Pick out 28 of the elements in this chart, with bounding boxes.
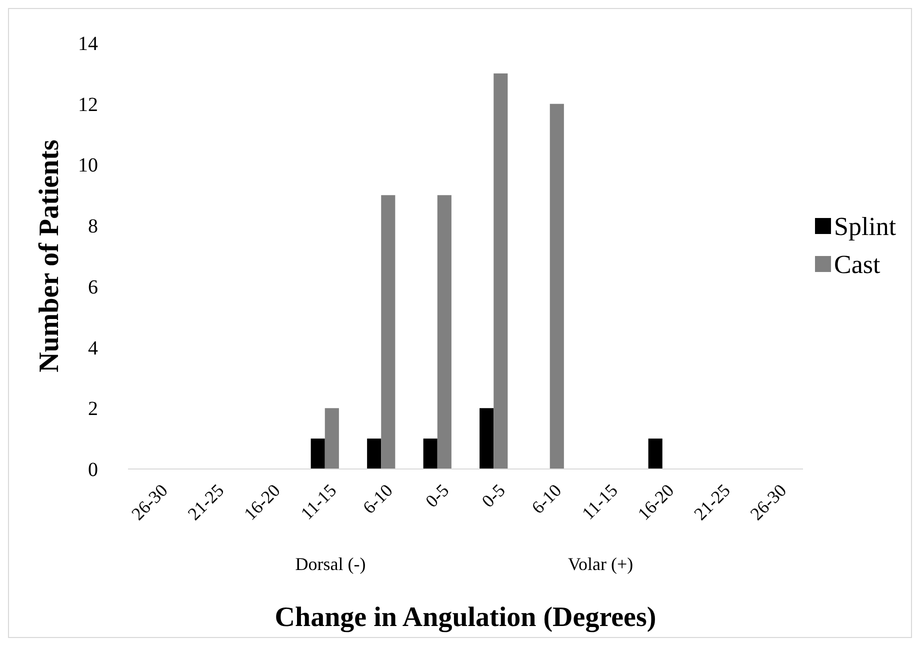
x-axis-title: Change in Angulation (Degrees) xyxy=(274,602,656,633)
y-axis-title: Number of Patients xyxy=(34,140,65,372)
y-tick-label: 4 xyxy=(88,337,98,360)
legend-label: Cast xyxy=(834,250,881,280)
legend-label: Splint xyxy=(834,212,897,242)
text: Dorsal (-) xyxy=(295,554,366,574)
y-tick-label: 12 xyxy=(78,94,98,116)
bar xyxy=(423,438,438,469)
y-tick-label: 10 xyxy=(78,154,98,177)
bar xyxy=(648,438,662,469)
x-tick-label: 6-10 xyxy=(528,480,566,518)
bar xyxy=(381,195,396,469)
x-tick-label: 0-5 xyxy=(422,480,453,512)
y-tick-label: 2 xyxy=(88,398,98,420)
text: Volar (+) xyxy=(568,554,634,574)
bar xyxy=(437,195,452,469)
y-tick-label: 14 xyxy=(78,33,98,55)
bar xyxy=(480,408,494,469)
bar xyxy=(324,408,339,469)
y-tick-label: 0 xyxy=(88,459,98,481)
bar xyxy=(310,438,325,469)
bar xyxy=(550,104,564,469)
bar xyxy=(367,438,382,469)
x-tick-label: 0-5 xyxy=(478,480,509,512)
bar xyxy=(494,73,508,469)
y-tick-label: 6 xyxy=(88,276,98,298)
x-tick-label: 6-10 xyxy=(358,480,396,518)
y-tick-label: 8 xyxy=(88,216,98,238)
